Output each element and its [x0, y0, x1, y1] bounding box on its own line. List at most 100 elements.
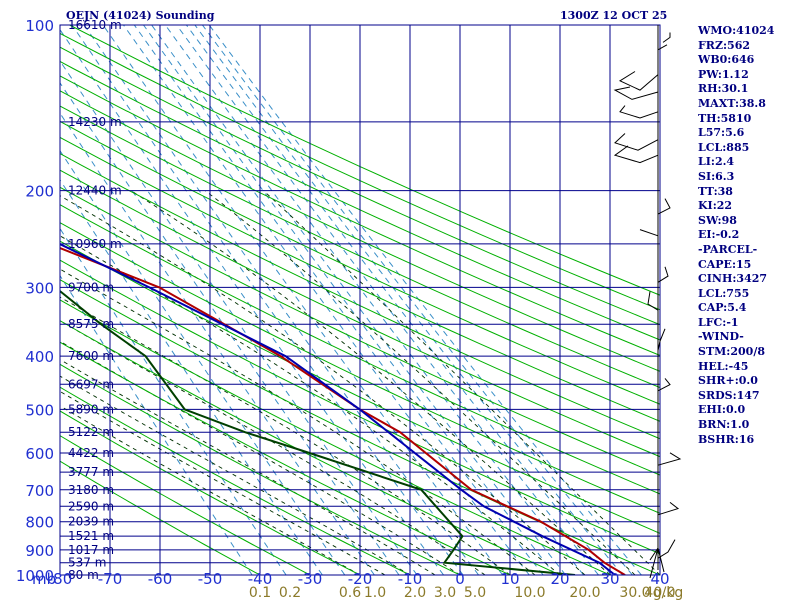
mixing-ratio-line [71, 25, 464, 575]
mixing-ratio-label: 10.0 [514, 585, 545, 600]
index-item: RH:30.1 [698, 82, 749, 96]
index-item: WB0:646 [698, 53, 755, 67]
index-item: CINH:3427 [698, 272, 768, 286]
temp-tick-label: 0 [455, 570, 465, 588]
mixing-ratio-line [151, 25, 567, 575]
wind-barb [657, 328, 666, 351]
index-item: SW:98 [698, 213, 737, 227]
index-item: PW:1.12 [698, 67, 749, 81]
wind-barb [618, 71, 659, 91]
temp-tick-label: 40 [650, 570, 669, 588]
index-item: EI:-0.2 [698, 228, 740, 242]
mixing-ratio-label: 30.0 [619, 585, 650, 600]
wind-barb [657, 266, 669, 283]
pressure-label: 900 [25, 542, 54, 560]
index-item: CAP:5.4 [698, 301, 747, 315]
index-item: LCL:885 [698, 140, 750, 154]
index-item: -PARCEL- [698, 242, 758, 256]
index-item: BSHR:16 [698, 432, 755, 446]
dry-adiabat [69, 25, 660, 296]
index-item: FRZ:562 [698, 38, 751, 52]
index-item: SHR+:0.0 [698, 374, 758, 388]
index-item: BRN:1.0 [698, 418, 750, 432]
mixing-ratio-line [60, 112, 375, 575]
wind-barb [657, 198, 671, 215]
mixing-ratio-label: 20.0 [569, 585, 600, 600]
height-label: 1521 m [68, 529, 114, 543]
mixing-ratio-label: 1.0 [364, 585, 386, 600]
pressure-label: 1000 [16, 567, 54, 585]
index-item: SRDS:147 [698, 388, 760, 402]
wind-barb [657, 547, 665, 573]
index-item: TT:38 [698, 184, 733, 198]
mixing-ratio-line [102, 25, 504, 575]
index-item: CAPE:15 [698, 257, 752, 271]
wind-barb [614, 133, 659, 151]
wind-barb [613, 86, 659, 100]
pressure-label: 200 [25, 183, 54, 201]
index-item: HEL:-45 [698, 359, 749, 373]
index-item: TH:5810 [698, 111, 752, 125]
temp-tick-label: 20 [550, 570, 569, 588]
height-label: 7600 m [68, 349, 114, 363]
index-item: MAXT:38.8 [698, 96, 766, 110]
index-item: WMO:41024 [698, 24, 775, 37]
temp-tick-label: 30 [600, 570, 619, 588]
wind-barb [662, 32, 671, 43]
unit-label: mb [32, 570, 56, 588]
wind-barb [613, 145, 659, 164]
moist-adiabat [60, 375, 411, 575]
mixing-ratio-label: 0.6 [339, 585, 361, 600]
pressure-label: 600 [25, 445, 54, 463]
wind-barb [657, 44, 668, 51]
temp-tick-label: -20 [348, 570, 373, 588]
mixing-ratio-label: 0.1 [249, 585, 271, 600]
temp-tick-label: -10 [398, 570, 423, 588]
height-label: 10960 m [68, 237, 122, 251]
height-label: 9700 m [68, 280, 114, 294]
moist-adiabat [60, 390, 386, 575]
moist-adiabat [263, 190, 660, 575]
pressure-label: 500 [25, 401, 54, 419]
height-label: 80 m [68, 568, 99, 582]
mixing-ratio-label: 2.0 [404, 585, 426, 600]
height-label: 4422 m [68, 446, 114, 460]
index-item: LI:2.4 [698, 155, 735, 169]
moist-adiabat [60, 195, 586, 575]
station-title: OEJN (41024) Sounding [66, 9, 215, 22]
mixing-ratio-label: 0.2 [279, 585, 301, 600]
wind-barb [647, 291, 659, 311]
time-title: 1300Z 12 OCT 25 [560, 9, 668, 22]
index-item: L57:5.6 [698, 126, 745, 140]
index-item: LFC:-1 [698, 315, 739, 329]
temp-tick-label: 10 [500, 570, 519, 588]
pressure-label: 100 [25, 17, 54, 35]
wind-barb [657, 502, 680, 516]
temp-tick-label: -30 [298, 570, 323, 588]
height-label: 5890 m [68, 402, 114, 416]
height-label: 6697 m [68, 377, 114, 391]
pressure-label: 300 [25, 279, 54, 297]
pressure-label: 700 [25, 482, 54, 500]
dry-adiabat [60, 32, 660, 311]
height-label: 2039 m [68, 515, 114, 529]
pressure-label: 400 [25, 348, 54, 366]
height-label: 2590 m [68, 499, 114, 513]
index-item: SI:6.3 [698, 169, 735, 183]
plot-frame [59, 24, 661, 576]
pressure-label: 800 [25, 514, 54, 532]
profile-line-3 [60, 289, 576, 575]
mixing-ratio-line [208, 25, 642, 575]
mixing-ratio-label: 40.0 [644, 585, 675, 600]
mixing-ratio-label: 5.0 [464, 585, 486, 600]
mixing-ratio-label: 3.0 [434, 585, 456, 600]
wind-barb [639, 229, 659, 237]
mixing-ratio-line [194, 25, 623, 575]
height-label: 12440 m [68, 184, 122, 198]
temp-tick-label: -50 [198, 570, 223, 588]
height-label: 16610 m [68, 18, 122, 32]
indices-list: WMO:41024 FRZ:562 WB0:646 PW:1.12 RH:30.1 MAX… [698, 24, 774, 447]
height-label: 8575 m [68, 317, 114, 331]
height-label: 537 m [68, 556, 106, 570]
